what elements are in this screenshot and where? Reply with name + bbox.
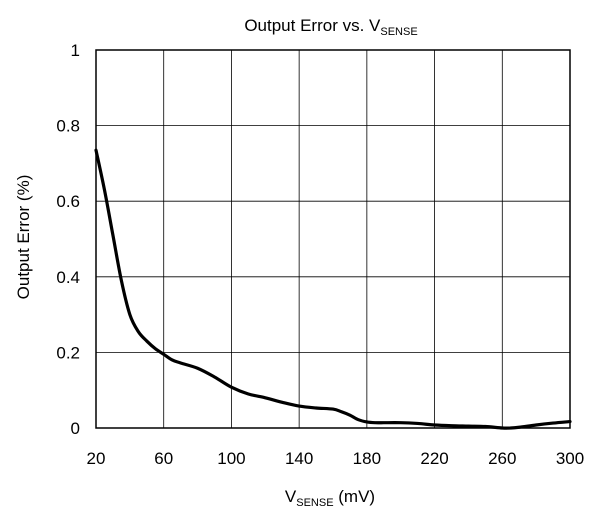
y-axis-label: Output Error (%) — [14, 175, 33, 300]
x-tick-label: 180 — [353, 449, 381, 468]
output-error-line — [94, 148, 572, 430]
y-tick-label: 0 — [71, 419, 80, 438]
x-tick-label: 260 — [488, 449, 516, 468]
grid-lines — [96, 50, 570, 428]
y-tick-label: 0.4 — [56, 268, 80, 287]
series-group — [94, 148, 572, 430]
chart-title: Output Error vs. VSENSE — [244, 16, 417, 38]
y-tick-label: 0.6 — [56, 192, 80, 211]
x-axis-label-subscript: SENSE — [296, 497, 333, 509]
x-tick-label: 220 — [420, 449, 448, 468]
x-tick-label: 20 — [87, 449, 106, 468]
x-axis-label: VSENSE (mV) — [285, 487, 375, 509]
x-axis-label-main: V — [285, 487, 297, 506]
x-tick-label: 140 — [285, 449, 313, 468]
y-tick-label: 0.8 — [56, 117, 80, 136]
x-tick-label: 300 — [556, 449, 584, 468]
x-tick-label: 100 — [217, 449, 245, 468]
chart-title-main: Output Error vs. V — [244, 16, 381, 35]
y-tick-label: 1 — [71, 41, 80, 60]
y-tick-label: 0.2 — [56, 343, 80, 362]
x-tick-labels: 20 60 100 140 180 220 260 300 — [87, 449, 585, 468]
x-axis-label-unit: (mV) — [334, 487, 376, 506]
x-tick-label: 60 — [154, 449, 173, 468]
chart-title-subscript: SENSE — [380, 26, 417, 38]
plot-frame — [95, 49, 571, 429]
y-tick-labels: 0 0.2 0.4 0.6 0.8 1 — [56, 41, 80, 438]
